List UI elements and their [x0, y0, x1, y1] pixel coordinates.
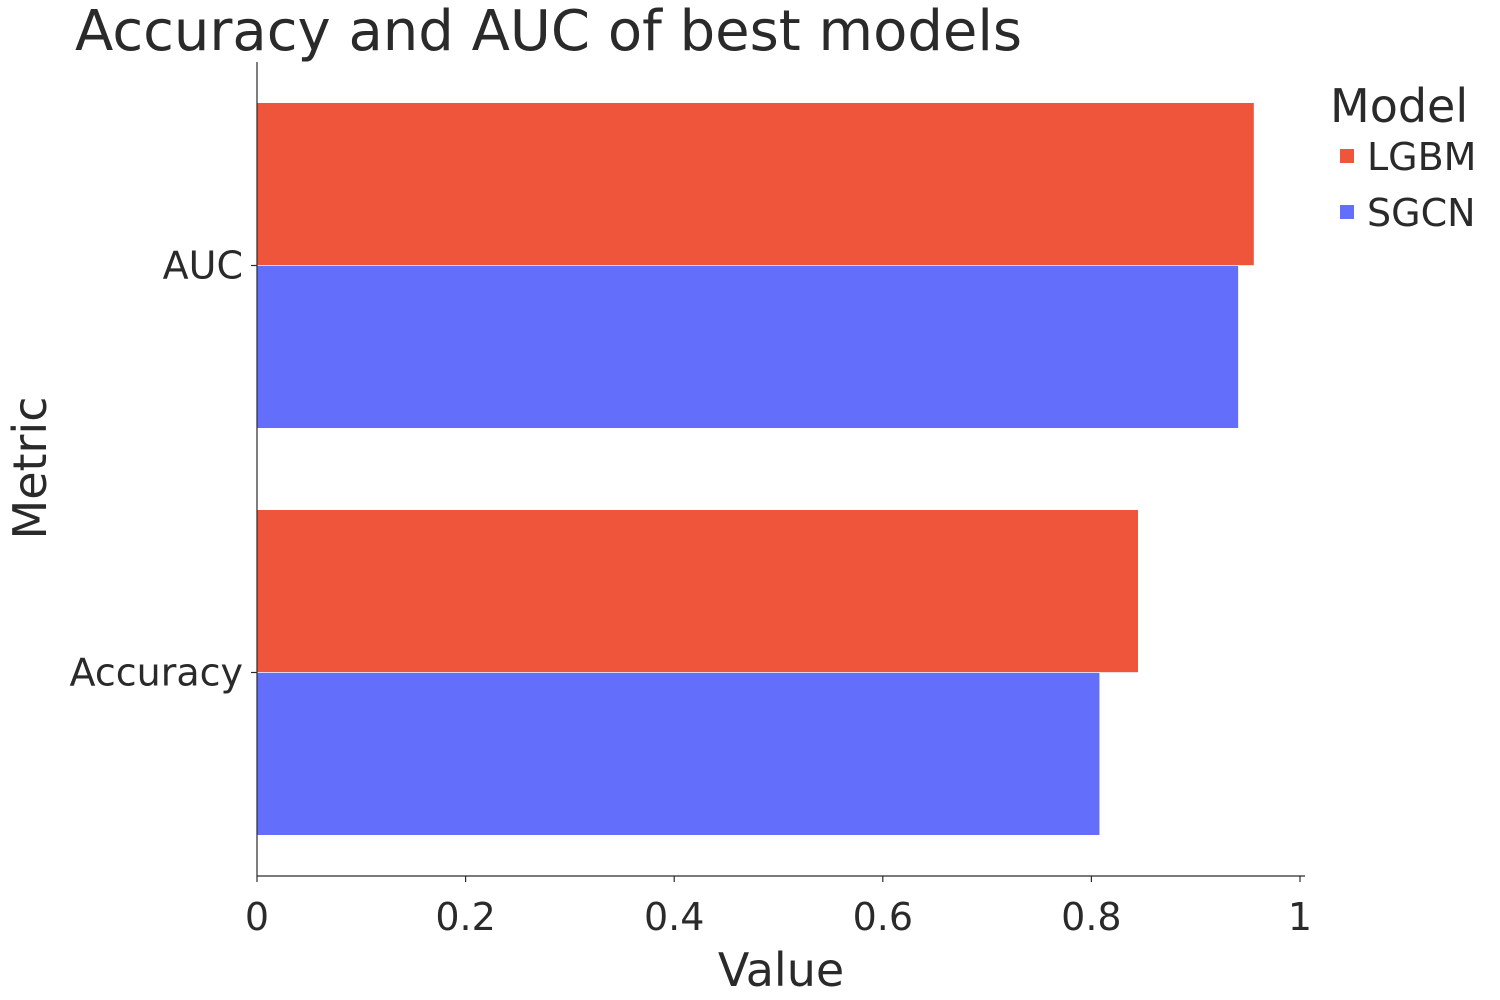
chart-title: Accuracy and AUC of best models — [75, 0, 1022, 64]
bar-auc-sgcn — [256, 265, 1239, 429]
bar-accuracy-sgcn — [256, 672, 1101, 836]
x-tick-label: 0.8 — [1061, 895, 1121, 939]
legend-swatch-sgcn — [1340, 205, 1354, 219]
x-tick-label: 0 — [245, 895, 269, 939]
x-tick-label: 0.6 — [853, 895, 913, 939]
x-tick-label: 1 — [1288, 895, 1312, 939]
legend-swatch-lgbm — [1340, 149, 1354, 163]
bars-group — [256, 102, 1255, 836]
y-ticks-group: AUC Accuracy — [70, 244, 257, 695]
bar-accuracy-lgbm — [256, 509, 1139, 673]
x-ticks-group: 0 0.2 0.4 0.6 0.8 1 — [245, 876, 1312, 939]
y-axis-title: Metric — [3, 396, 57, 539]
y-tick-label: Accuracy — [70, 651, 244, 695]
bar-auc-lgbm — [256, 102, 1255, 266]
x-axis-title: Value — [718, 943, 844, 997]
legend: Model LGBM SGCN — [1330, 79, 1476, 235]
legend-title: Model — [1330, 79, 1468, 133]
x-tick-label: 0.4 — [644, 895, 704, 939]
legend-label-sgcn: SGCN — [1367, 191, 1476, 235]
y-tick-label: AUC — [163, 244, 243, 288]
legend-label-lgbm: LGBM — [1367, 135, 1476, 179]
x-tick-label: 0.2 — [435, 895, 495, 939]
